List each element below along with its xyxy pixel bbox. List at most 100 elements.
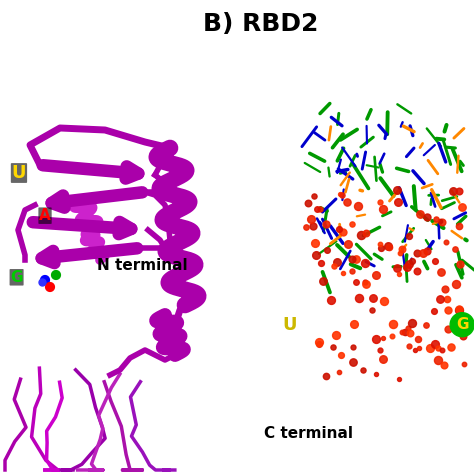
Point xyxy=(359,366,367,374)
Point xyxy=(452,280,459,288)
Point xyxy=(41,276,49,284)
Point xyxy=(352,255,360,263)
Point xyxy=(344,240,351,248)
Point xyxy=(423,321,430,328)
Point xyxy=(376,198,384,205)
Point xyxy=(327,296,334,304)
Point xyxy=(329,344,337,351)
Point xyxy=(397,250,404,257)
Point xyxy=(440,362,448,369)
Point xyxy=(445,306,452,314)
Point xyxy=(455,305,463,313)
Point xyxy=(437,217,444,224)
Point xyxy=(430,308,438,315)
Point xyxy=(414,335,421,343)
Point xyxy=(302,223,310,230)
Point xyxy=(368,307,376,314)
Point xyxy=(432,215,440,222)
Point xyxy=(377,244,384,252)
Point xyxy=(413,267,420,275)
Point xyxy=(353,279,360,286)
Point xyxy=(438,219,446,226)
Point xyxy=(333,259,341,266)
Point xyxy=(348,220,356,228)
Point xyxy=(315,340,322,348)
Point xyxy=(310,222,317,229)
Point xyxy=(354,202,362,210)
Point xyxy=(459,333,467,340)
Point xyxy=(373,271,380,279)
Point xyxy=(393,264,401,272)
Point xyxy=(348,255,356,263)
Point xyxy=(323,220,330,228)
Point xyxy=(414,249,421,257)
Point xyxy=(456,260,464,267)
Text: G: G xyxy=(10,270,23,285)
Point xyxy=(442,238,449,246)
Point xyxy=(337,352,344,359)
Point xyxy=(323,373,330,380)
Point xyxy=(315,338,323,346)
Circle shape xyxy=(450,313,474,337)
Point xyxy=(403,263,411,271)
Text: B) RBD2: B) RBD2 xyxy=(203,12,319,36)
Point xyxy=(408,319,416,327)
Point xyxy=(395,375,403,383)
Point xyxy=(438,268,445,275)
Point xyxy=(444,296,451,303)
Point xyxy=(385,243,393,251)
Point xyxy=(307,215,314,223)
Point xyxy=(376,240,384,248)
Point xyxy=(339,228,347,236)
Text: U: U xyxy=(12,164,26,182)
Point xyxy=(398,245,406,253)
Point xyxy=(335,226,343,233)
Point xyxy=(405,260,412,267)
Point xyxy=(458,203,465,211)
Point xyxy=(456,306,463,314)
Point xyxy=(389,333,396,340)
Point xyxy=(339,269,346,277)
Point xyxy=(394,199,401,206)
Point xyxy=(380,297,388,305)
Point xyxy=(442,286,449,293)
Point xyxy=(317,206,324,213)
Point xyxy=(435,356,442,364)
Text: U: U xyxy=(282,316,296,334)
Point xyxy=(369,294,377,301)
Point xyxy=(379,205,386,212)
Point xyxy=(405,342,413,349)
Point xyxy=(379,355,387,363)
Point xyxy=(304,199,312,207)
Point xyxy=(372,336,379,343)
Point xyxy=(317,259,325,267)
Point xyxy=(384,243,392,250)
Point xyxy=(348,267,356,274)
Point xyxy=(335,369,342,376)
Text: N terminal: N terminal xyxy=(97,258,188,273)
Point xyxy=(52,271,60,279)
Point xyxy=(393,187,401,194)
Point xyxy=(406,329,413,337)
Point xyxy=(395,271,402,278)
Point xyxy=(379,334,387,342)
Text: A: A xyxy=(39,208,51,223)
Point xyxy=(401,328,409,336)
Text: G: G xyxy=(456,317,468,332)
Point xyxy=(330,262,337,270)
Point xyxy=(416,344,423,352)
Point xyxy=(431,340,439,348)
Point xyxy=(435,344,442,352)
Point xyxy=(404,324,411,332)
Point xyxy=(444,325,452,333)
Point xyxy=(310,192,318,200)
Point xyxy=(376,346,384,354)
Point xyxy=(357,231,365,238)
Point xyxy=(46,283,54,291)
Point xyxy=(455,222,463,229)
Point xyxy=(362,278,369,286)
Point xyxy=(447,343,455,350)
Point xyxy=(449,187,457,195)
Point xyxy=(319,277,327,285)
Point xyxy=(416,210,423,218)
